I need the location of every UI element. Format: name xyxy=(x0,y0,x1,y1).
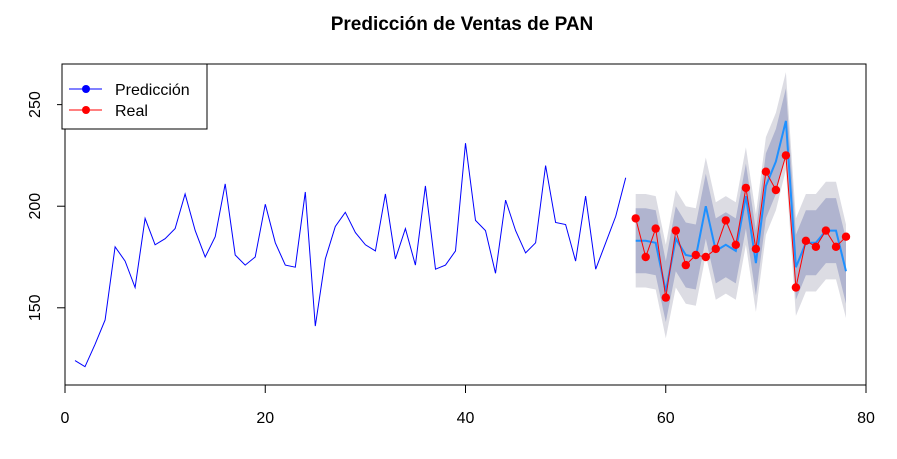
actual-point xyxy=(721,216,730,225)
actual-point xyxy=(701,252,710,262)
y-tick-label: 200 xyxy=(27,193,44,220)
x-tick-label: 80 xyxy=(857,410,875,427)
x-axis: 0 20 40 60 80 xyxy=(61,384,875,427)
actual-point xyxy=(711,244,720,254)
actual-point xyxy=(841,232,851,241)
actual-points xyxy=(631,151,851,302)
actual-point xyxy=(741,183,751,193)
actual-point xyxy=(731,240,740,249)
legend-marker xyxy=(82,85,90,93)
actual-point xyxy=(651,224,660,233)
actual-point xyxy=(661,293,670,302)
actual-point xyxy=(681,260,690,270)
series-lines xyxy=(74,120,847,368)
actual-series-line xyxy=(635,155,847,298)
x-tick-label: 40 xyxy=(457,410,475,427)
actual-point xyxy=(641,252,650,262)
actual-point xyxy=(671,226,680,235)
y-axis: 150 200 250 xyxy=(27,91,66,321)
legend: Predicción Real xyxy=(61,63,208,130)
legend-marker xyxy=(82,106,90,114)
actual-point xyxy=(791,283,801,292)
actual-point xyxy=(631,214,640,223)
x-tick-label: 0 xyxy=(61,410,70,427)
actual-point xyxy=(761,167,771,176)
legend-label: Real xyxy=(115,103,148,120)
y-tick-label: 150 xyxy=(27,294,44,321)
y-tick-label: 250 xyxy=(27,91,44,118)
actual-point xyxy=(811,242,821,251)
x-tick-label: 20 xyxy=(256,410,274,427)
actual-point xyxy=(691,250,700,260)
legend-box xyxy=(61,63,208,130)
actual-point xyxy=(771,185,781,195)
actual-point xyxy=(801,236,811,245)
actual-point xyxy=(821,226,831,235)
actual-point xyxy=(751,244,761,254)
history-series-line xyxy=(74,143,627,368)
chart-title: Predicción de Ventas de PAN xyxy=(331,14,594,35)
actual-point xyxy=(781,151,791,160)
actual-point xyxy=(831,242,841,251)
legend-label: Predicción xyxy=(115,82,190,99)
x-tick-label: 60 xyxy=(657,410,675,427)
